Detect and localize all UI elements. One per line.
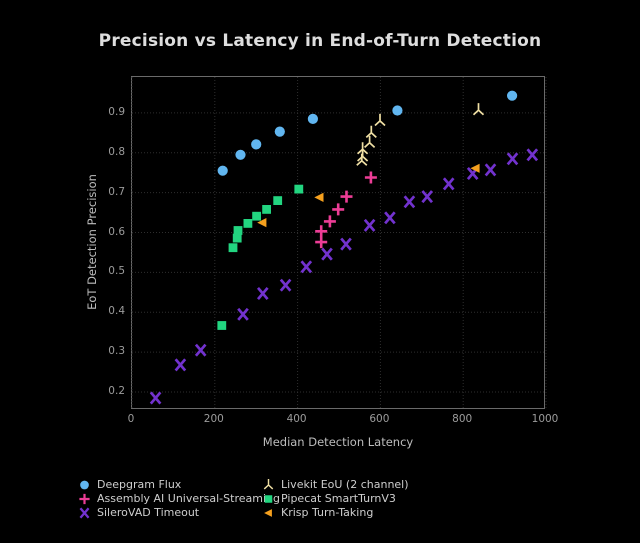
- data-point-silerovad-timeout: [174, 358, 187, 372]
- y-tick-label: 0.3: [108, 345, 125, 358]
- pipecat-marker-icon: [264, 494, 273, 503]
- data-point-pipecat-smartturnv3: [243, 219, 253, 228]
- data-point-pipecat-smartturnv3: [228, 243, 238, 253]
- data-point-silerovad-timeout: [421, 190, 434, 204]
- data-point-livekit-eou-2-channel: [357, 149, 369, 162]
- livekit-eou-marker-icon: [263, 478, 274, 490]
- scatter-canvas: [131, 77, 547, 410]
- data-point-silerovad-timeout: [384, 211, 396, 225]
- data-point-pipecat-smartturnv3: [294, 184, 304, 194]
- y-tick-label: 0.2: [108, 385, 125, 398]
- data-point-pipecat-smartturnv3: [233, 226, 243, 235]
- legend-label: Assembly AI Universal-Streaming: [97, 492, 280, 506]
- legend-column-1: Deepgram Flux Assembly AI Universal-Stre…: [76, 478, 280, 519]
- data-point-deepgram-flux: [235, 149, 246, 160]
- data-point-assembly-ai-universal-streaming: [315, 225, 328, 238]
- data-point-silerovad-timeout: [256, 287, 269, 300]
- data-point-krisp-turn-taking: [257, 218, 267, 228]
- legend-item: Krisp Turn-Taking: [260, 506, 409, 520]
- data-point-krisp-turn-taking: [470, 163, 480, 173]
- legend-label: Krisp Turn-Taking: [281, 505, 374, 519]
- krisp-marker-icon: [264, 508, 272, 517]
- x-axis-label: Median Detection Latency: [262, 435, 414, 449]
- data-point-silerovad-timeout: [340, 237, 352, 251]
- legend-item: Assembly AI Universal-Streaming: [76, 492, 280, 506]
- legend-column-2: Livekit EoU (2 channel) Pipecat SmartTur…: [260, 478, 409, 519]
- x-tick-label: 800: [452, 413, 473, 425]
- x-tick-label: 1000: [531, 413, 559, 425]
- legend-item: Deepgram Flux: [76, 478, 280, 492]
- x-tick-label: 0: [127, 413, 135, 425]
- data-point-silerovad-timeout: [279, 278, 292, 292]
- y-tick-label: 0.5: [108, 265, 125, 278]
- x-tick-label: 600: [369, 413, 390, 425]
- data-point-assembly-ai-universal-streaming: [364, 171, 377, 184]
- data-point-krisp-turn-taking: [314, 192, 324, 202]
- data-point-assembly-ai-universal-streaming: [332, 203, 345, 216]
- y-tick-label: 0.9: [108, 105, 125, 118]
- data-point-livekit-eou-2-channel: [357, 142, 369, 155]
- assembly-ai-marker-icon: [79, 493, 90, 504]
- legend-item: SileroVAD Timeout: [76, 506, 280, 520]
- x-tick-label: 200: [203, 413, 224, 425]
- legend-label: Livekit EoU (2 channel): [281, 478, 409, 492]
- data-point-livekit-eou-2-channel: [374, 113, 386, 127]
- data-point-livekit-eou-2-channel: [364, 135, 376, 149]
- data-point-silerovad-timeout: [363, 218, 376, 232]
- legend-label: SileroVAD Timeout: [97, 505, 200, 519]
- deepgram-flux-marker-icon: [80, 480, 89, 490]
- data-point-silerovad-timeout: [442, 177, 455, 191]
- legend-item: Pipecat SmartTurnV3: [260, 492, 409, 506]
- data-point-silerovad-timeout: [403, 195, 416, 209]
- data-point-assembly-ai-universal-streaming: [340, 190, 353, 203]
- data-point-livekit-eou-2-channel: [365, 125, 377, 139]
- data-point-deepgram-flux: [507, 90, 518, 101]
- data-point-silerovad-timeout: [149, 391, 162, 405]
- y-tick-label: 0.4: [108, 305, 125, 318]
- data-point-livekit-eou-2-channel: [472, 103, 485, 116]
- silerovad-marker-icon: [79, 506, 90, 519]
- data-point-silerovad-timeout: [484, 163, 497, 177]
- data-point-deepgram-flux: [274, 126, 285, 137]
- legend-label: Deepgram Flux: [97, 478, 182, 492]
- data-point-deepgram-flux: [217, 165, 228, 176]
- data-point-deepgram-flux: [251, 139, 262, 150]
- data-point-silerovad-timeout: [526, 148, 539, 162]
- data-point-pipecat-smartturnv3: [252, 211, 261, 221]
- data-point-silerovad-timeout: [506, 152, 519, 166]
- data-point-pipecat-smartturnv3: [217, 321, 227, 330]
- data-point-pipecat-smartturnv3: [262, 205, 271, 214]
- x-tick-label: 400: [286, 413, 307, 425]
- legend: Deepgram Flux Assembly AI Universal-Stre…: [0, 478, 640, 524]
- data-point-deepgram-flux: [307, 113, 318, 124]
- y-tick-label: 0.6: [108, 225, 125, 238]
- legend-item: Livekit EoU (2 channel): [260, 478, 409, 492]
- y-tick-label: 0.7: [108, 185, 125, 198]
- data-point-deepgram-flux: [392, 105, 403, 116]
- y-tick-label: 0.8: [108, 145, 125, 158]
- chart-title: Precision vs Latency in End-of-Turn Dete…: [98, 31, 542, 51]
- data-point-pipecat-smartturnv3: [232, 233, 242, 243]
- data-point-assembly-ai-universal-streaming: [323, 215, 336, 228]
- data-point-silerovad-timeout: [194, 343, 207, 357]
- data-point-silerovad-timeout: [237, 307, 249, 321]
- data-point-silerovad-timeout: [321, 247, 333, 261]
- legend-label: Pipecat SmartTurnV3: [281, 492, 396, 506]
- data-point-silerovad-timeout: [300, 260, 313, 274]
- data-point-assembly-ai-universal-streaming: [315, 236, 328, 249]
- plot-area: [131, 76, 547, 410]
- data-point-pipecat-smartturnv3: [273, 196, 283, 205]
